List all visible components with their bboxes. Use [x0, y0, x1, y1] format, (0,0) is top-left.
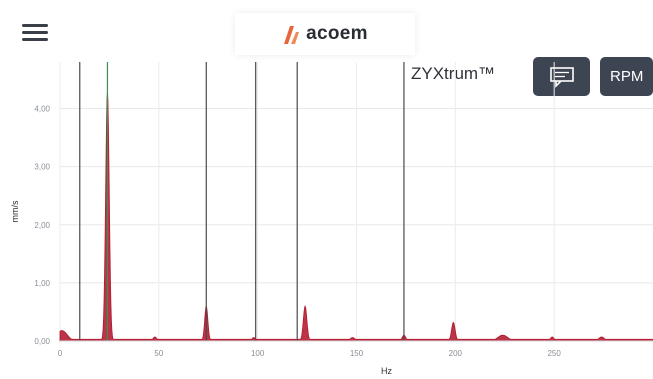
y-tick-label: 1,00 [34, 279, 50, 288]
y-tick-label: 4,00 [34, 105, 50, 114]
acoem-logo-icon [284, 26, 300, 44]
spectrum-series-area [59, 91, 653, 342]
y-tick-label: 2,00 [34, 221, 50, 230]
menu-bar [22, 31, 48, 34]
x-tick-label: 100 [251, 349, 265, 358]
rpm-button[interactable]: RPM [600, 57, 653, 96]
brand-logo: acoem [235, 13, 415, 55]
comment-button[interactable] [533, 57, 590, 96]
menu-bar [22, 24, 48, 27]
app-title: ZYXtrum™ [411, 64, 496, 83]
comment-icon [549, 66, 574, 88]
hamburger-menu-icon[interactable] [18, 20, 52, 44]
y-tick-label: 3,00 [34, 163, 50, 172]
x-axis-title: Hz [381, 366, 392, 376]
x-tick-label: 0 [58, 349, 63, 358]
y-axis-title: mm/s [10, 200, 20, 222]
x-tick-label: 50 [154, 349, 163, 358]
brand-name: acoem [306, 23, 368, 44]
y-tick-label: 0,00 [34, 337, 50, 346]
x-tick-label: 250 [547, 349, 561, 358]
x-tick-label: 150 [350, 349, 364, 358]
menu-bar [22, 38, 48, 41]
x-tick-label: 200 [449, 349, 463, 358]
